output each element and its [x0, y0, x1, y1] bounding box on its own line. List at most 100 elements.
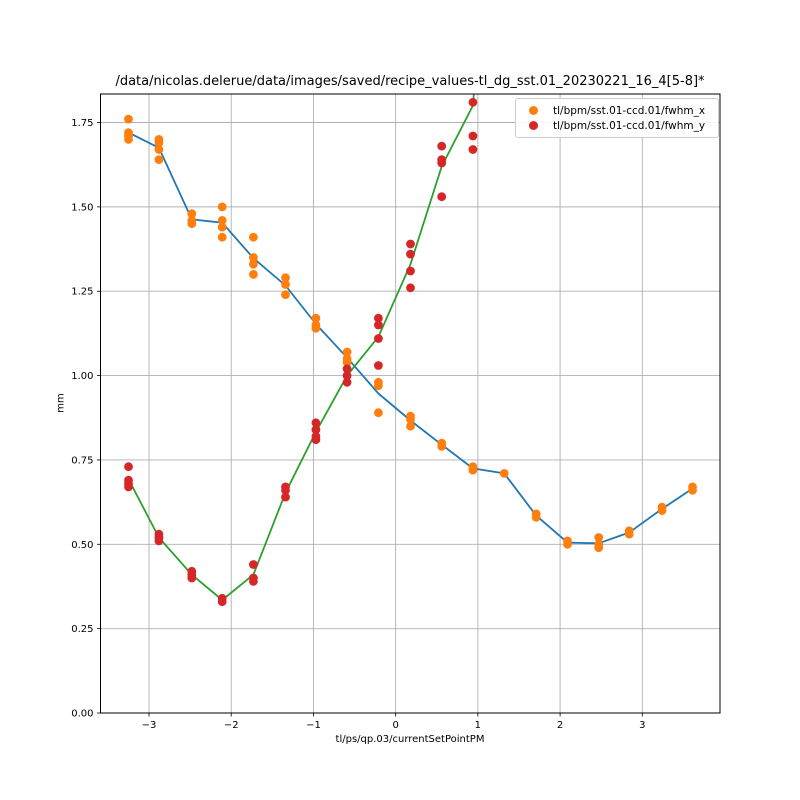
- scatter-point: [154, 155, 164, 165]
- scatter-point: [311, 323, 321, 333]
- scatter-point: [187, 573, 197, 583]
- scatter-point: [154, 145, 164, 154]
- scatter-point: [374, 361, 383, 370]
- scatter-point: [342, 377, 352, 387]
- scatter-point: [499, 469, 509, 478]
- scatter-point: [281, 280, 290, 289]
- scatter-point: [249, 232, 258, 242]
- scatter-point: [342, 357, 352, 367]
- scatter-point: [342, 347, 352, 357]
- legend-marker-fwhm-y-icon: [529, 121, 538, 130]
- x-tick-label: 2: [557, 720, 563, 731]
- legend: tl/bpm/sst.01-ccd.01/fwhm_x tl/bpm/sst.0…: [515, 98, 719, 138]
- scatter-point: [217, 202, 227, 212]
- scatter-point: [657, 506, 667, 515]
- y-tick-label: 1.00: [71, 371, 93, 382]
- scatter-point: [281, 485, 290, 495]
- x-tick-label: −1: [306, 720, 321, 731]
- scatter-point: [311, 425, 321, 434]
- scatter-point: [468, 465, 478, 475]
- scatter-point: [563, 539, 572, 549]
- scatter-point: [124, 462, 133, 472]
- y-tick-label: 0.25: [71, 624, 93, 635]
- legend-item-fwhm-x: tl/bpm/sst.01-ccd.01/fwhm_x: [526, 103, 714, 118]
- scatter-point: [406, 421, 415, 431]
- scatter-point: [374, 408, 383, 418]
- gridlines: [100, 94, 720, 714]
- y-tick-label: 0.50: [71, 540, 93, 551]
- y-tick-label: 0.75: [71, 455, 93, 466]
- scatter-point: [281, 290, 290, 299]
- y-tick-label: 1.50: [71, 202, 93, 213]
- y-tick-labels: 0.00 0.25 0.50 0.75 1.00 1.25 1.50 1.75: [71, 118, 93, 719]
- scatter-point: [374, 334, 383, 343]
- x-tick-label: 1: [475, 720, 481, 731]
- fwhm-x-mean-line: [127, 131, 694, 545]
- scatter-point: [437, 442, 447, 451]
- x-tick-label: −2: [224, 720, 239, 731]
- scatter-point: [342, 364, 352, 374]
- x-tick-label: −3: [142, 720, 157, 731]
- scatter-point: [124, 135, 133, 144]
- scatter-point: [187, 219, 197, 229]
- scatter-point: [311, 313, 321, 323]
- scatter-point: [249, 577, 258, 586]
- scatter-point: [311, 418, 321, 428]
- scatter-point: [249, 560, 258, 569]
- scatter-point: [281, 492, 290, 502]
- scatter-point: [374, 313, 383, 323]
- x-axis-label: tl/ps/qp.03/currentSetPointPM: [335, 734, 485, 745]
- fwhm-x-points: [124, 114, 697, 553]
- scatter-point: [437, 141, 447, 151]
- scatter-point: [437, 192, 447, 202]
- scatter-point: [249, 259, 258, 269]
- scatter-point: [594, 543, 604, 553]
- scatter-point: [217, 232, 227, 242]
- scatter-point: [468, 131, 478, 141]
- scatter-point: [624, 529, 634, 539]
- scatter-point: [124, 482, 133, 492]
- scatter-point: [154, 536, 164, 546]
- x-tick-labels: −3 −2 −1 0 1 2 3: [142, 720, 646, 731]
- y-tick-label: 0.00: [71, 709, 93, 720]
- scatter-point: [437, 158, 447, 168]
- chart-title: /data/nicolas.delerue/data/images/saved/…: [115, 74, 705, 89]
- scatter-point: [217, 216, 227, 225]
- scatter-point: [187, 209, 197, 219]
- legend-label-fwhm-x: tl/bpm/sst.01-ccd.01/fwhm_x: [553, 104, 706, 117]
- y-tick-label: 1.75: [71, 118, 93, 129]
- scatter-point: [124, 114, 133, 124]
- legend-item-fwhm-y: tl/bpm/sst.01-ccd.01/fwhm_y: [526, 118, 714, 133]
- scatter-point: [406, 239, 415, 249]
- scatter-point: [406, 415, 415, 424]
- scatter-point: [531, 512, 541, 522]
- scatter-point: [688, 485, 697, 495]
- scatter-point: [342, 371, 352, 380]
- scatter-point: [374, 320, 383, 330]
- scatter-point: [249, 270, 258, 279]
- scatter-point: [217, 222, 227, 232]
- legend-label-fwhm-y: tl/bpm/sst.01-ccd.01/fwhm_y: [553, 119, 706, 132]
- tick-marks: [97, 122, 643, 717]
- scatter-point: [468, 145, 478, 154]
- y-tick-label: 1.25: [71, 287, 93, 298]
- scatter-point: [154, 138, 164, 148]
- y-axis-label: mm: [55, 393, 67, 413]
- scatter-point: [374, 381, 383, 391]
- fwhm-y-points: [124, 97, 478, 607]
- x-tick-label: 0: [392, 720, 398, 731]
- scatter-point: [311, 435, 321, 445]
- scatter-point: [468, 97, 478, 107]
- scatter-point: [406, 249, 415, 259]
- legend-marker-fwhm-x-icon: [529, 106, 538, 115]
- scatter-point: [281, 273, 290, 283]
- fwhm-y-mean-line: [127, 94, 475, 601]
- series-layer: [124, 94, 697, 607]
- scatter-point: [249, 253, 258, 262]
- scatter-point: [406, 283, 415, 293]
- scatter-point: [594, 533, 604, 542]
- plot-border: [100, 93, 721, 714]
- scatter-point: [217, 597, 227, 607]
